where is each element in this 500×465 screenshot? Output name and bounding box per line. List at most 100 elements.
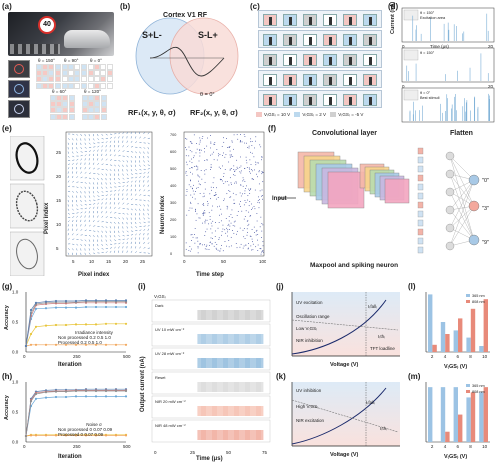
- map-cell: [48, 76, 55, 83]
- device-cell: [303, 74, 317, 86]
- bar: [470, 308, 476, 352]
- series-line: [25, 323, 126, 347]
- raster-dot: [215, 247, 217, 249]
- raster-dot: [188, 209, 190, 211]
- raster-dot: [247, 248, 249, 250]
- data-point: [64, 395, 68, 399]
- vector-mark: [139, 146, 142, 149]
- x-tick: 0: [154, 450, 157, 455]
- map-cell: [48, 82, 55, 89]
- h-legend: Noise σ Non processed 0 0.07 0.09 Proces…: [58, 422, 113, 437]
- raster-dot: [207, 204, 209, 206]
- vector-mark: [122, 234, 125, 237]
- vector-mark: [84, 204, 87, 206]
- vector-mark: [109, 137, 113, 139]
- data-point: [104, 343, 108, 346]
- vector-mark: [122, 202, 125, 205]
- raster-dot: [254, 169, 255, 171]
- raster-dot: [224, 156, 226, 158]
- vector-mark: [135, 151, 138, 154]
- feature-map: [327, 171, 365, 209]
- device-row: [258, 70, 382, 88]
- x-tick: 100: [259, 259, 266, 264]
- raster-dot: [248, 147, 250, 149]
- vector-mark: [105, 145, 107, 148]
- raster-dot: [247, 147, 249, 148]
- rf1-label: RF₁(x, y, θ, σ): [128, 108, 176, 117]
- raster-dot: [220, 168, 221, 170]
- raster-dot: [233, 174, 234, 176]
- y-tick: 1.0: [12, 290, 19, 295]
- vector-mark: [122, 177, 125, 180]
- y-tick: 1.0: [12, 380, 19, 385]
- raster-dot: [188, 146, 190, 148]
- raster-dot: [245, 188, 247, 189]
- raster-dot: [228, 223, 230, 225]
- map-cell: [88, 64, 94, 70]
- raster-dot: [191, 167, 193, 169]
- vgs-label: V₍GS₎: [154, 294, 166, 299]
- vector-mark: [130, 146, 134, 148]
- map-cell: [88, 95, 95, 101]
- maxpool-label: Maxpool and spiking neuron: [310, 262, 399, 269]
- raster-dot: [192, 188, 193, 190]
- vector-mark: [71, 252, 73, 255]
- vector-mark: [126, 177, 129, 179]
- raster-dot: [204, 222, 206, 224]
- raster-dot: [189, 160, 191, 162]
- vector-mark: [88, 153, 91, 157]
- output-label-3: "3": [482, 206, 489, 212]
- device-cell: [343, 94, 357, 106]
- vector-mark: [105, 168, 108, 171]
- vector-mark: [80, 234, 83, 236]
- raster-dot: [257, 201, 259, 203]
- raster-dot: [236, 159, 238, 161]
- vector-mark: [80, 162, 82, 165]
- vector-mark: [92, 220, 95, 223]
- raster-dot: [252, 249, 254, 251]
- vector-mark: [118, 177, 120, 181]
- raster-dot: [197, 203, 199, 205]
- vector-mark: [118, 164, 120, 167]
- raster-dot: [244, 216, 246, 217]
- device-cell: [343, 74, 357, 86]
- vector-mark: [139, 189, 141, 192]
- raster-dot: [224, 229, 226, 231]
- raster-dot: [239, 166, 241, 168]
- bar: [453, 330, 458, 352]
- vector-mark: [122, 208, 125, 210]
- raster-ylabel: Neuron index: [160, 195, 166, 234]
- raster-dot: [204, 221, 206, 223]
- vector-mark: [67, 142, 70, 145]
- vector-mark: [84, 199, 87, 202]
- vector-mark: [76, 219, 78, 223]
- legend-swatch: [466, 384, 470, 387]
- device-cell: [363, 14, 377, 26]
- data-point: [94, 323, 98, 326]
- data-point: [64, 306, 68, 309]
- map-cell: [94, 101, 101, 108]
- raster-dot: [248, 167, 250, 169]
- vector-mark: [67, 208, 70, 211]
- raster-dot: [222, 165, 223, 167]
- map-cell: [62, 64, 68, 70]
- raster-dot: [246, 234, 248, 236]
- vector-mark: [130, 193, 132, 196]
- data-point: [54, 343, 58, 346]
- pooled-map: [384, 178, 410, 204]
- vector-mark: [122, 189, 124, 192]
- map-cell: [80, 64, 87, 70]
- map-cell: [100, 95, 107, 101]
- raster-dot: [204, 151, 205, 153]
- raster-dot: [186, 175, 188, 176]
- raster-dot: [189, 250, 191, 252]
- vector-mark: [126, 230, 129, 233]
- vector-mark: [113, 206, 116, 209]
- vector-mark: [118, 149, 120, 152]
- map-cell: [88, 107, 95, 114]
- output-label-9: "9": [482, 240, 489, 246]
- k-high: High V₍GS₎: [296, 404, 319, 409]
- vector-mark: [143, 175, 145, 179]
- raster-dot: [189, 207, 191, 209]
- raster-dot: [230, 245, 232, 247]
